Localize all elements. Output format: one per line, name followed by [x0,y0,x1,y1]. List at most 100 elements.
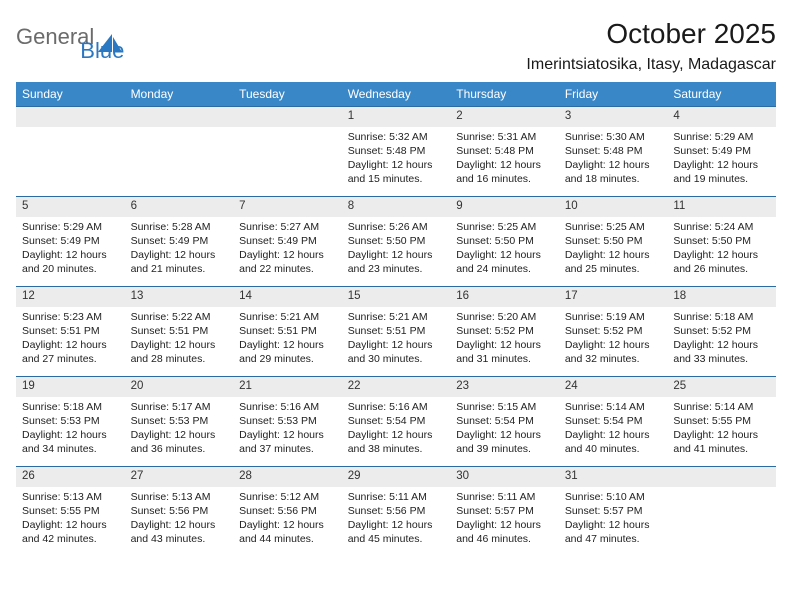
daynum-row: 19202122232425 [16,377,776,397]
sunset-text: Sunset: 5:56 PM [239,504,336,518]
day-cell: Sunrise: 5:25 AMSunset: 5:50 PMDaylight:… [559,217,668,287]
daylight-text: Daylight: 12 hours and 43 minutes. [131,518,228,546]
sunrise-text: Sunrise: 5:12 AM [239,490,336,504]
sunrise-text: Sunrise: 5:23 AM [22,310,119,324]
day-cell [125,127,234,197]
daylight-text: Daylight: 12 hours and 33 minutes. [673,338,770,366]
day-cell: Sunrise: 5:21 AMSunset: 5:51 PMDaylight:… [233,307,342,377]
daylight-text: Daylight: 12 hours and 30 minutes. [348,338,445,366]
daylight-text: Daylight: 12 hours and 37 minutes. [239,428,336,456]
day-cell: Sunrise: 5:28 AMSunset: 5:49 PMDaylight:… [125,217,234,287]
daylight-text: Daylight: 12 hours and 46 minutes. [456,518,553,546]
day-number: 31 [559,467,668,487]
sunrise-text: Sunrise: 5:11 AM [456,490,553,504]
sunset-text: Sunset: 5:54 PM [456,414,553,428]
day-cell: Sunrise: 5:13 AMSunset: 5:55 PMDaylight:… [16,487,125,557]
content-row: Sunrise: 5:18 AMSunset: 5:53 PMDaylight:… [16,397,776,467]
day-number: 8 [342,197,451,217]
day-number: 4 [667,107,776,127]
sunrise-text: Sunrise: 5:28 AM [131,220,228,234]
sunset-text: Sunset: 5:51 PM [22,324,119,338]
day-number [667,467,776,487]
sunrise-text: Sunrise: 5:14 AM [673,400,770,414]
day-cell: Sunrise: 5:20 AMSunset: 5:52 PMDaylight:… [450,307,559,377]
daylight-text: Daylight: 12 hours and 19 minutes. [673,158,770,186]
sunset-text: Sunset: 5:48 PM [348,144,445,158]
day-number: 29 [342,467,451,487]
daylight-text: Daylight: 12 hours and 38 minutes. [348,428,445,456]
day-cell: Sunrise: 5:15 AMSunset: 5:54 PMDaylight:… [450,397,559,467]
weekday-header: Tuesday [233,82,342,107]
daylight-text: Daylight: 12 hours and 34 minutes. [22,428,119,456]
day-number: 30 [450,467,559,487]
daylight-text: Daylight: 12 hours and 24 minutes. [456,248,553,276]
daylight-text: Daylight: 12 hours and 36 minutes. [131,428,228,456]
sunrise-text: Sunrise: 5:22 AM [131,310,228,324]
day-cell: Sunrise: 5:16 AMSunset: 5:53 PMDaylight:… [233,397,342,467]
day-cell: Sunrise: 5:29 AMSunset: 5:49 PMDaylight:… [667,127,776,197]
sunset-text: Sunset: 5:48 PM [456,144,553,158]
daylight-text: Daylight: 12 hours and 42 minutes. [22,518,119,546]
daylight-text: Daylight: 12 hours and 29 minutes. [239,338,336,366]
day-number [125,107,234,127]
sunrise-text: Sunrise: 5:24 AM [673,220,770,234]
daylight-text: Daylight: 12 hours and 40 minutes. [565,428,662,456]
day-cell [16,127,125,197]
day-number: 14 [233,287,342,307]
content-row: Sunrise: 5:13 AMSunset: 5:55 PMDaylight:… [16,487,776,557]
day-number: 15 [342,287,451,307]
day-cell: Sunrise: 5:23 AMSunset: 5:51 PMDaylight:… [16,307,125,377]
day-cell: Sunrise: 5:18 AMSunset: 5:53 PMDaylight:… [16,397,125,467]
sunset-text: Sunset: 5:49 PM [22,234,119,248]
daylight-text: Daylight: 12 hours and 45 minutes. [348,518,445,546]
day-cell: Sunrise: 5:10 AMSunset: 5:57 PMDaylight:… [559,487,668,557]
daylight-text: Daylight: 12 hours and 27 minutes. [22,338,119,366]
day-number: 22 [342,377,451,397]
day-cell: Sunrise: 5:26 AMSunset: 5:50 PMDaylight:… [342,217,451,287]
sunrise-text: Sunrise: 5:16 AM [348,400,445,414]
daylight-text: Daylight: 12 hours and 22 minutes. [239,248,336,276]
weekday-header: Saturday [667,82,776,107]
sunrise-text: Sunrise: 5:32 AM [348,130,445,144]
day-cell: Sunrise: 5:27 AMSunset: 5:49 PMDaylight:… [233,217,342,287]
daylight-text: Daylight: 12 hours and 41 minutes. [673,428,770,456]
day-cell: Sunrise: 5:17 AMSunset: 5:53 PMDaylight:… [125,397,234,467]
day-cell: Sunrise: 5:12 AMSunset: 5:56 PMDaylight:… [233,487,342,557]
sunset-text: Sunset: 5:53 PM [131,414,228,428]
daylight-text: Daylight: 12 hours and 44 minutes. [239,518,336,546]
day-number: 16 [450,287,559,307]
daynum-row: 12131415161718 [16,287,776,307]
daylight-text: Daylight: 12 hours and 21 minutes. [131,248,228,276]
content-row: Sunrise: 5:23 AMSunset: 5:51 PMDaylight:… [16,307,776,377]
day-number: 27 [125,467,234,487]
sunrise-text: Sunrise: 5:11 AM [348,490,445,504]
day-cell: Sunrise: 5:29 AMSunset: 5:49 PMDaylight:… [16,217,125,287]
sunset-text: Sunset: 5:51 PM [348,324,445,338]
sunrise-text: Sunrise: 5:21 AM [348,310,445,324]
day-number: 23 [450,377,559,397]
sunset-text: Sunset: 5:56 PM [348,504,445,518]
weekday-header: Sunday [16,82,125,107]
weekday-header: Wednesday [342,82,451,107]
day-cell: Sunrise: 5:18 AMSunset: 5:52 PMDaylight:… [667,307,776,377]
weekday-header: Monday [125,82,234,107]
sunset-text: Sunset: 5:48 PM [565,144,662,158]
daynum-row: 567891011 [16,197,776,217]
day-cell: Sunrise: 5:25 AMSunset: 5:50 PMDaylight:… [450,217,559,287]
sunrise-text: Sunrise: 5:15 AM [456,400,553,414]
sunset-text: Sunset: 5:55 PM [22,504,119,518]
day-number: 12 [16,287,125,307]
day-number [233,107,342,127]
sunset-text: Sunset: 5:51 PM [239,324,336,338]
day-number: 21 [233,377,342,397]
sunrise-text: Sunrise: 5:29 AM [673,130,770,144]
daylight-text: Daylight: 12 hours and 25 minutes. [565,248,662,276]
sunrise-text: Sunrise: 5:16 AM [239,400,336,414]
sunset-text: Sunset: 5:50 PM [673,234,770,248]
sunrise-text: Sunrise: 5:25 AM [565,220,662,234]
daylight-text: Daylight: 12 hours and 31 minutes. [456,338,553,366]
sunrise-text: Sunrise: 5:27 AM [239,220,336,234]
content-row: Sunrise: 5:32 AMSunset: 5:48 PMDaylight:… [16,127,776,197]
sunrise-text: Sunrise: 5:20 AM [456,310,553,324]
weekday-header: Friday [559,82,668,107]
